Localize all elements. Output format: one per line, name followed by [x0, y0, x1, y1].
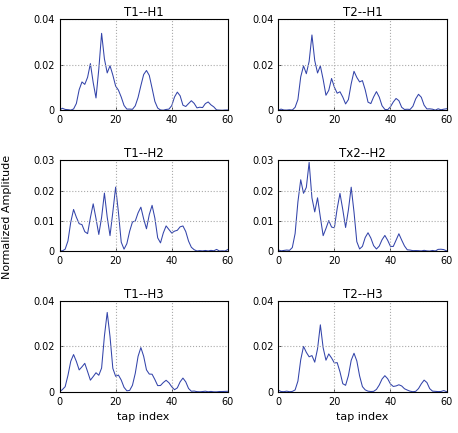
Title: T1--H2: T1--H2 [124, 147, 164, 160]
Title: Tx2--H2: Tx2--H2 [339, 147, 386, 160]
Title: T1--H3: T1--H3 [124, 288, 164, 301]
Text: Normalized Amplitude: Normalized Amplitude [2, 155, 12, 278]
X-axis label: tap index: tap index [118, 412, 170, 422]
Title: T1--H1: T1--H1 [124, 6, 164, 19]
X-axis label: tap index: tap index [336, 412, 388, 422]
Title: T2--H3: T2--H3 [343, 288, 382, 301]
Title: T2--H1: T2--H1 [343, 6, 382, 19]
